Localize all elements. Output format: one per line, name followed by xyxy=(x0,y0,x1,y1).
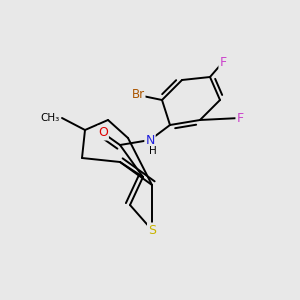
Text: CH₃: CH₃ xyxy=(41,113,60,123)
Text: F: F xyxy=(219,56,226,68)
Text: H: H xyxy=(149,146,157,156)
Text: Br: Br xyxy=(131,88,145,101)
Text: N: N xyxy=(145,134,155,146)
Text: S: S xyxy=(148,224,156,236)
Text: F: F xyxy=(236,112,244,124)
Text: O: O xyxy=(98,127,108,140)
